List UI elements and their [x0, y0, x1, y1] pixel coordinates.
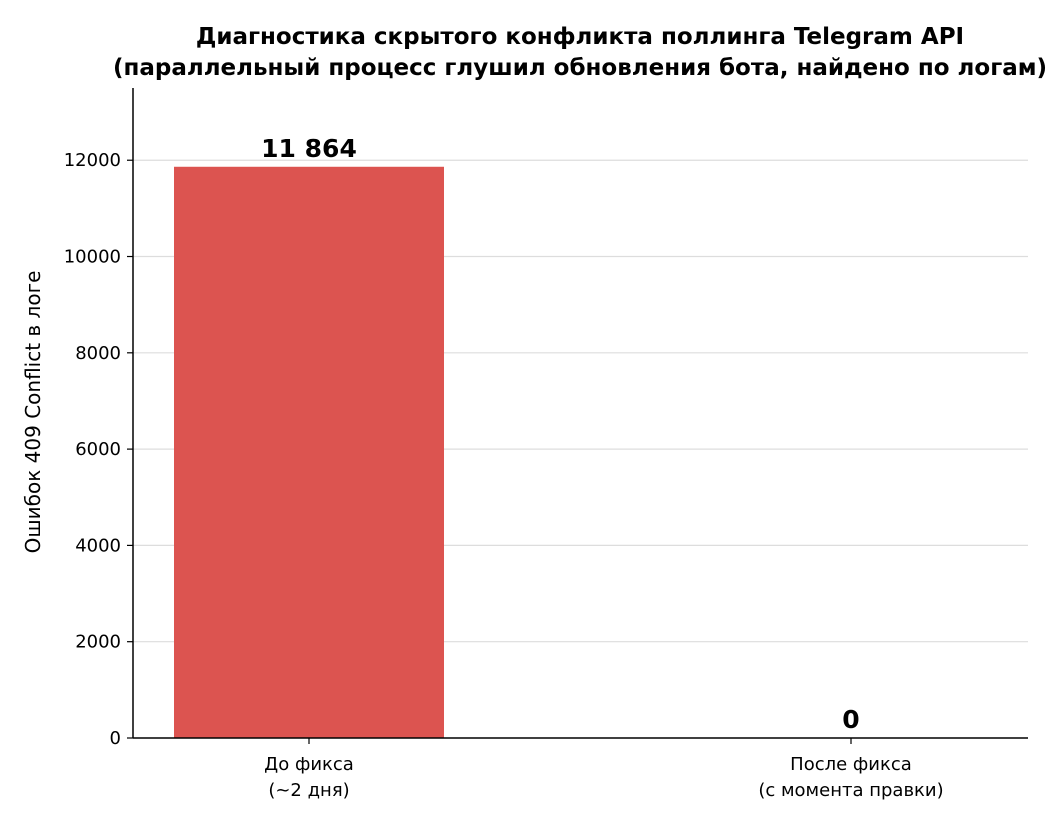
- x-tick-label: (с момента правки): [758, 780, 943, 801]
- bar-value-label: 0: [842, 705, 859, 734]
- x-tick-label: После фикса: [790, 754, 912, 775]
- y-tick-label: 4000: [75, 535, 121, 556]
- y-tick-label: 2000: [75, 632, 121, 653]
- y-tick-label: 10000: [64, 247, 121, 268]
- chart-title-line-2: (параллельный процесс глушил обновления …: [113, 55, 1047, 81]
- y-tick-label: 8000: [75, 343, 121, 364]
- data-labels: 11 864 0: [261, 134, 860, 734]
- chart-title-line-1: Диагностика скрытого конфликта поллинга …: [196, 24, 964, 50]
- y-tick-label: 12000: [64, 150, 121, 171]
- x-tick-label: До фикса: [264, 754, 354, 775]
- bar-value-label: 11 864: [261, 134, 357, 163]
- x-tick-label: (~2 дня): [268, 780, 349, 801]
- x-axis-ticks: До фикса (~2 дня) После фикса (с момента пр…: [264, 738, 944, 801]
- bars: [174, 166, 444, 738]
- y-axis-ticks: 0 2000 4000 6000 8000 10000 12000: [64, 150, 133, 749]
- y-axis-label: Ошибок 409 Conflict в логе: [21, 271, 45, 554]
- y-tick-label: 6000: [75, 439, 121, 460]
- y-tick-label: 0: [110, 728, 121, 749]
- axes: [132, 88, 1028, 739]
- bar: [174, 166, 444, 738]
